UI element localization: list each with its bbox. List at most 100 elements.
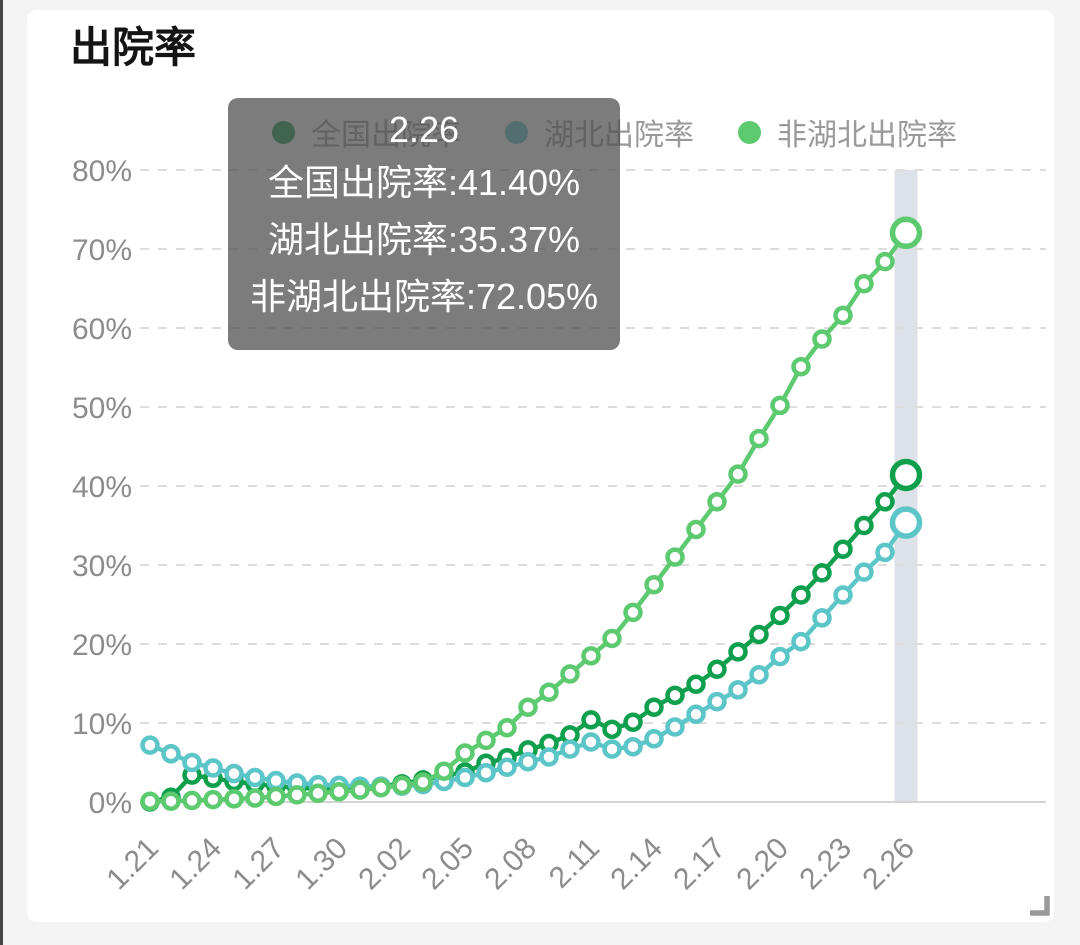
data-point-hubei-1.21[interactable] bbox=[140, 735, 160, 755]
data-point-hubei-2.19[interactable] bbox=[749, 665, 769, 685]
data-point-non-hubei-2.24[interactable] bbox=[854, 274, 874, 294]
tooltip-line-hubei: 湖北出院率:35.37% bbox=[267, 219, 581, 260]
data-point-national-2.16[interactable] bbox=[686, 674, 706, 695]
data-point-national-2.11[interactable] bbox=[581, 710, 601, 730]
data-point-national-2.26[interactable] bbox=[889, 458, 923, 492]
x-axis-label-1.27: 1.27 bbox=[226, 832, 291, 897]
data-point-national-2.12[interactable] bbox=[602, 719, 622, 740]
data-point-non-hubei-2.06[interactable] bbox=[476, 730, 496, 751]
data-point-national-2.15[interactable] bbox=[665, 685, 685, 706]
data-point-hubei-2.24[interactable] bbox=[854, 562, 874, 582]
data-point-non-hubei-2.07[interactable] bbox=[497, 717, 517, 738]
data-point-hubei-2.13[interactable] bbox=[623, 736, 643, 757]
data-point-non-hubei-2.15[interactable] bbox=[665, 547, 685, 567]
data-point-non-hubei-2.11[interactable] bbox=[581, 646, 601, 666]
x-axis-label-2.20: 2.20 bbox=[730, 832, 795, 897]
data-point-non-hubei-1.27[interactable] bbox=[266, 786, 286, 807]
y-axis-label-80: 80% bbox=[72, 155, 132, 188]
data-point-hubei-2.16[interactable] bbox=[686, 704, 706, 725]
data-point-non-hubei-2.10[interactable] bbox=[560, 664, 580, 684]
data-point-hubei-2.15[interactable] bbox=[665, 717, 685, 737]
y-axis-label-70: 70% bbox=[72, 234, 132, 267]
x-axis-label-1.24: 1.24 bbox=[163, 832, 228, 897]
data-point-non-hubei-2.03[interactable] bbox=[413, 772, 433, 792]
data-point-national-2.23[interactable] bbox=[833, 539, 853, 559]
data-point-non-hubei-2.19[interactable] bbox=[749, 428, 769, 449]
data-point-non-hubei-1.29[interactable] bbox=[308, 783, 328, 804]
data-point-non-hubei-1.21[interactable] bbox=[140, 791, 160, 811]
data-point-non-hubei-1.22[interactable] bbox=[161, 791, 181, 811]
screen-edge-divider bbox=[0, 0, 3, 945]
data-point-hubei-1.24[interactable] bbox=[203, 758, 223, 778]
data-point-national-2.18[interactable] bbox=[728, 642, 748, 662]
data-point-non-hubei-2.13[interactable] bbox=[623, 602, 643, 623]
data-point-hubei-2.11[interactable] bbox=[581, 732, 601, 752]
data-point-non-hubei-2.21[interactable] bbox=[791, 356, 811, 377]
y-axis-label-60: 60% bbox=[72, 313, 132, 346]
data-point-hubei-2.12[interactable] bbox=[602, 739, 622, 759]
data-point-non-hubei-1.31[interactable] bbox=[350, 780, 370, 800]
data-point-hubei-1.23[interactable] bbox=[182, 752, 202, 773]
data-point-hubei-2.09[interactable] bbox=[539, 747, 559, 767]
data-point-hubei-2.10[interactable] bbox=[560, 739, 580, 759]
data-point-national-2.21[interactable] bbox=[791, 585, 811, 605]
data-point-national-2.13[interactable] bbox=[623, 712, 643, 732]
data-point-non-hubei-2.14[interactable] bbox=[644, 575, 664, 595]
data-point-hubei-2.20[interactable] bbox=[770, 646, 790, 667]
data-point-non-hubei-2.12[interactable] bbox=[602, 628, 622, 649]
y-axis-label-30: 30% bbox=[72, 550, 132, 583]
data-point-non-hubei-2.20[interactable] bbox=[770, 395, 790, 416]
data-point-hubei-1.25[interactable] bbox=[224, 763, 244, 784]
data-point-hubei-1.22[interactable] bbox=[161, 744, 181, 764]
data-point-non-hubei-2.17[interactable] bbox=[707, 492, 727, 512]
data-point-national-2.14[interactable] bbox=[644, 697, 664, 717]
data-point-national-2.25[interactable] bbox=[875, 492, 895, 512]
data-point-hubei-2.06[interactable] bbox=[476, 763, 496, 783]
data-point-non-hubei-1.24[interactable] bbox=[203, 789, 223, 810]
data-point-hubei-1.27[interactable] bbox=[266, 770, 286, 791]
x-axis-label-2.11: 2.11 bbox=[543, 832, 606, 895]
data-point-hubei-2.22[interactable] bbox=[812, 608, 832, 628]
y-axis-label-20: 20% bbox=[72, 629, 132, 662]
data-point-non-hubei-2.16[interactable] bbox=[686, 519, 706, 540]
data-point-non-hubei-1.25[interactable] bbox=[224, 789, 244, 809]
data-point-non-hubei-1.23[interactable] bbox=[182, 790, 202, 811]
data-point-hubei-2.25[interactable] bbox=[875, 542, 895, 563]
data-point-non-hubei-2.05[interactable] bbox=[455, 743, 475, 763]
tooltip: 2.26 全国出院率:41.40% 湖北出院率:35.37% 非湖北出院率:72… bbox=[228, 98, 620, 350]
legend-item-non-hubei[interactable]: 非湖北出院率 bbox=[738, 110, 957, 154]
data-point-non-hubei-2.22[interactable] bbox=[812, 329, 832, 349]
data-point-national-2.24[interactable] bbox=[854, 515, 874, 536]
data-point-hubei-2.17[interactable] bbox=[707, 691, 727, 712]
data-point-non-hubei-2.01[interactable] bbox=[371, 778, 391, 798]
x-axis-label-2.23: 2.23 bbox=[793, 832, 858, 897]
data-point-hubei-2.08[interactable] bbox=[518, 751, 538, 772]
tooltip-date: 2.26 bbox=[388, 109, 460, 150]
y-axis-label-40: 40% bbox=[72, 471, 132, 504]
data-point-national-2.17[interactable] bbox=[707, 659, 727, 680]
data-point-non-hubei-2.08[interactable] bbox=[518, 697, 538, 717]
data-point-national-2.22[interactable] bbox=[812, 563, 832, 583]
data-point-hubei-1.26[interactable] bbox=[245, 767, 265, 788]
data-point-non-hubei-2.23[interactable] bbox=[833, 305, 853, 326]
data-point-non-hubei-2.25[interactable] bbox=[875, 251, 895, 272]
data-point-non-hubei-1.28[interactable] bbox=[287, 785, 307, 805]
data-point-national-2.19[interactable] bbox=[749, 624, 769, 645]
data-point-hubei-2.26[interactable] bbox=[889, 506, 923, 539]
data-point-non-hubei-2.18[interactable] bbox=[728, 464, 748, 484]
data-point-hubei-2.05[interactable] bbox=[455, 767, 475, 788]
data-point-hubei-2.18[interactable] bbox=[728, 680, 748, 700]
data-point-non-hubei-2.04[interactable] bbox=[434, 761, 454, 781]
data-point-non-hubei-1.30[interactable] bbox=[329, 781, 349, 802]
data-point-national-2.20[interactable] bbox=[770, 605, 790, 626]
data-point-hubei-2.07[interactable] bbox=[497, 757, 517, 777]
data-point-hubei-2.21[interactable] bbox=[791, 631, 811, 652]
x-axis-label-2.08: 2.08 bbox=[478, 832, 543, 897]
data-point-non-hubei-2.09[interactable] bbox=[539, 682, 559, 702]
data-point-non-hubei-2.02[interactable] bbox=[392, 775, 412, 796]
data-point-hubei-2.14[interactable] bbox=[644, 729, 664, 749]
data-point-hubei-2.23[interactable] bbox=[833, 585, 853, 605]
data-point-non-hubei-1.26[interactable] bbox=[245, 788, 265, 808]
data-point-non-hubei-2.26[interactable] bbox=[889, 216, 923, 250]
